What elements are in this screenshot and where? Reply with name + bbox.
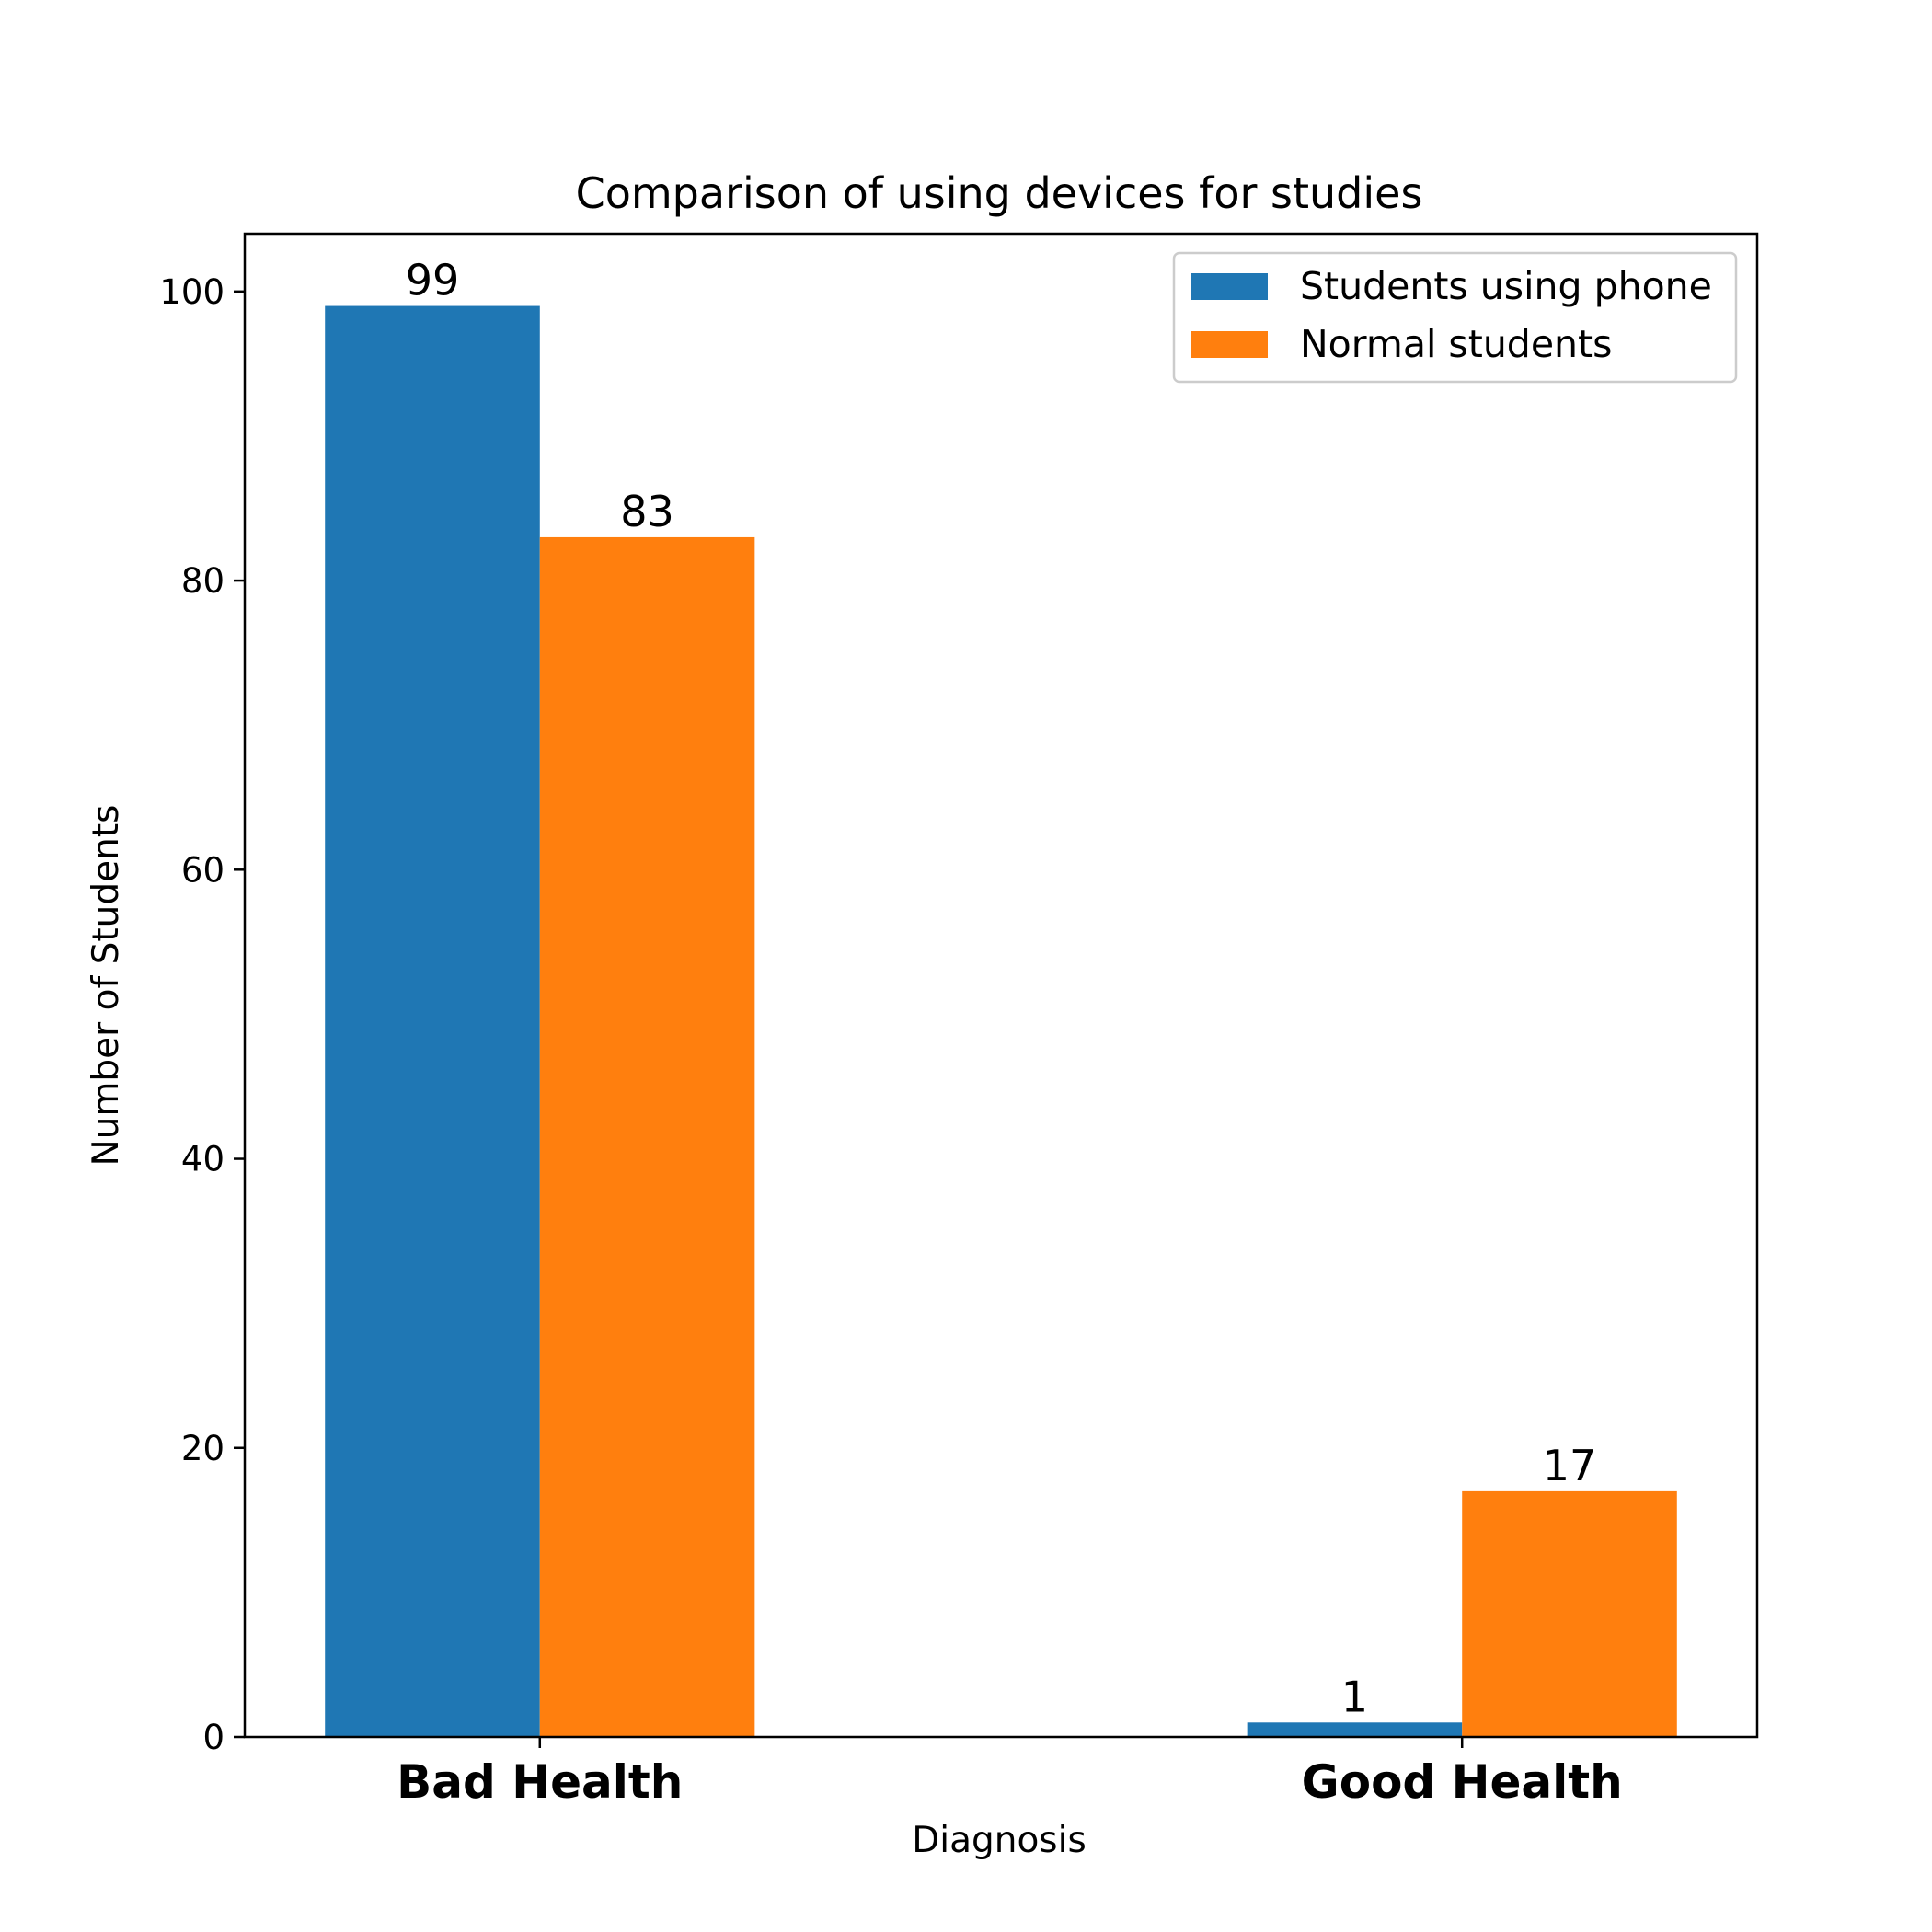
x-axis-label: Diagnosis xyxy=(912,1820,1087,1861)
value-label-phone-1: 1 xyxy=(1341,1672,1368,1721)
y-axis: 0 20 40 60 80 100 xyxy=(159,272,245,1757)
y-axis-label: Number of Students xyxy=(86,805,127,1167)
legend-label-normal: Normal students xyxy=(1300,322,1612,366)
bar-phone-0 xyxy=(325,305,540,1738)
value-label-phone-0: 99 xyxy=(406,256,460,305)
y-tick-label-80: 80 xyxy=(181,561,224,601)
y-tick-label-60: 60 xyxy=(181,850,224,890)
value-labels-layer: 99 1 83 17 xyxy=(406,256,1597,1722)
y-tick-label-40: 40 xyxy=(181,1140,224,1179)
plot-frame xyxy=(243,232,1759,1739)
bar-normal-1 xyxy=(1462,1490,1677,1737)
bars-layer xyxy=(325,305,1677,1738)
value-label-normal-0: 83 xyxy=(620,487,674,536)
legend-label-phone: Students using phone xyxy=(1300,264,1712,308)
bar-phone-1 xyxy=(1247,1722,1463,1737)
y-tick-label-0: 0 xyxy=(202,1718,224,1757)
value-label-normal-1: 17 xyxy=(1543,1441,1597,1490)
legend-swatch-phone xyxy=(1191,273,1268,300)
legend: Students using phone Normal students xyxy=(1172,251,1738,384)
x-tick-label-1: Good Health xyxy=(1302,1755,1623,1809)
x-axis: Bad Health Good Health xyxy=(397,1737,1623,1809)
legend-box xyxy=(1172,251,1738,384)
x-tick-label-0: Bad Health xyxy=(397,1755,683,1809)
chart-title: Comparison of using devices for studies xyxy=(576,168,1423,218)
legend-swatch-normal xyxy=(1191,331,1268,358)
bar-normal-0 xyxy=(539,536,755,1737)
y-tick-label-20: 20 xyxy=(181,1429,224,1468)
y-tick-label-100: 100 xyxy=(159,272,224,312)
